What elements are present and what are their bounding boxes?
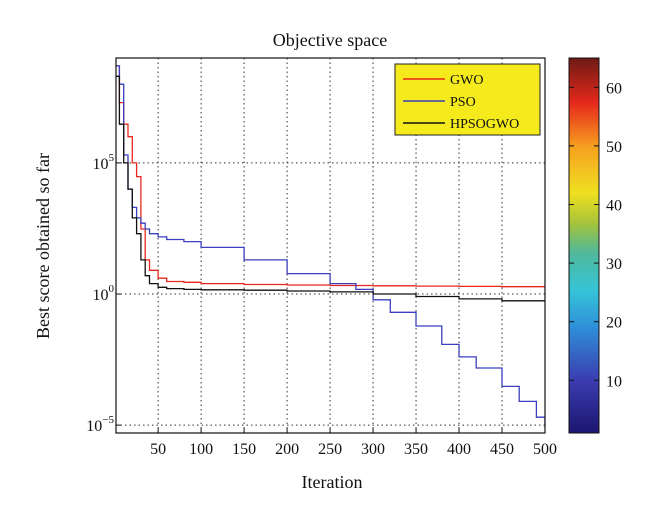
y-tick-label: 105	[93, 152, 115, 173]
y-tick-label: 100	[93, 283, 115, 304]
x-tick-label: 300	[361, 441, 385, 458]
colorbar-tick-label: 50	[606, 139, 622, 156]
series-layer	[116, 65, 545, 428]
x-tick-label: 250	[318, 441, 342, 458]
x-tick-label: 400	[447, 441, 471, 458]
x-tick-label: 150	[232, 441, 256, 458]
x-tick-label: 50	[150, 441, 166, 458]
x-tick-label: 200	[275, 441, 299, 458]
y-axis-label: Best score obtained so far	[33, 153, 53, 339]
x-tick-label: 450	[490, 441, 514, 458]
chart-title: Objective space	[273, 30, 387, 50]
series-line-gwo	[116, 65, 545, 288]
colorbar-tick-label: 40	[606, 197, 622, 214]
colorbar: 10 20 30 40 50 60	[568, 57, 622, 434]
x-tick-label: 350	[404, 441, 428, 458]
colorbar-tick-label: 60	[606, 80, 622, 97]
colorbar-tick-label: 30	[606, 256, 622, 273]
x-tick-label: 500	[533, 441, 557, 458]
legend: GWO PSO HPSOGWO	[394, 63, 541, 136]
colorbar-tick-label: 20	[606, 315, 622, 332]
legend-label-gwo: GWO	[450, 73, 483, 88]
legend-label-hpsogwo: HPSOGWO	[450, 117, 519, 132]
y-tick-label: 10−5	[86, 414, 114, 435]
series-line-hpsogwo	[116, 75, 545, 302]
x-axis-label: Iteration	[302, 472, 363, 492]
axis-ticks: 50 100 150 200 250 300 350 400 450 500 105 100 10−5	[86, 152, 557, 458]
x-tick-label: 100	[189, 441, 213, 458]
colorbar-gradient	[568, 57, 600, 434]
series-line-pso	[116, 65, 545, 428]
colorbar-tick-label: 10	[606, 373, 622, 390]
legend-label-pso: PSO	[450, 95, 476, 110]
